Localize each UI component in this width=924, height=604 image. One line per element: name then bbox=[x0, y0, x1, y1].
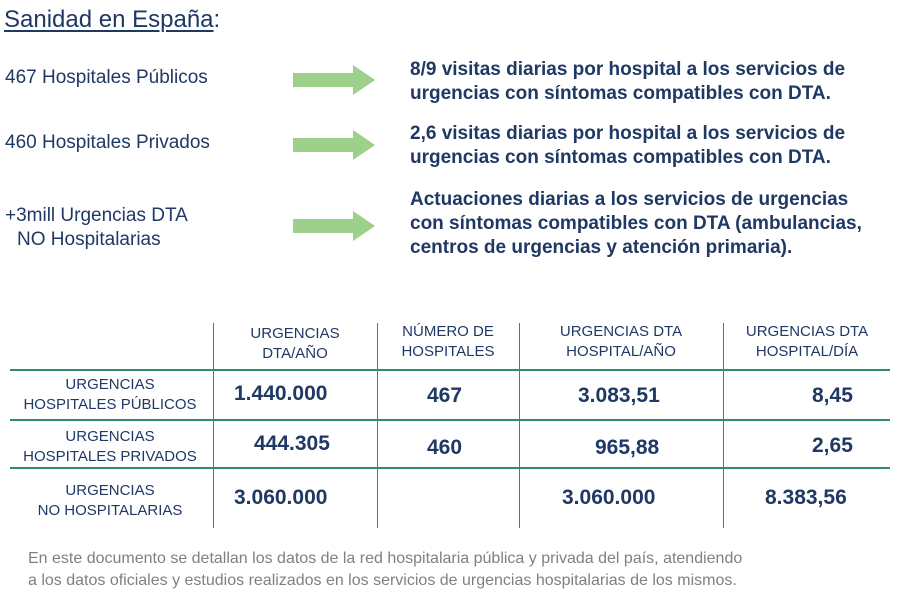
summary-left-public: 467 Hospitales Públicos bbox=[5, 67, 208, 88]
table-cell: 3.060.000 bbox=[234, 486, 328, 509]
arrow-right-icon bbox=[293, 65, 375, 95]
summary-right-nonhospital-line1: Actuaciones diarias a los servicios de u… bbox=[410, 189, 849, 210]
table-cell: 444.305 bbox=[254, 432, 330, 455]
table-cell: 460 bbox=[427, 436, 463, 459]
table-cell: 3.060.000 bbox=[562, 486, 656, 509]
table-cell: 467 bbox=[427, 384, 463, 407]
summary-left-nonhospital-line1: +3mill Urgencias DTA bbox=[5, 205, 188, 226]
table-cell: 8,45 bbox=[812, 384, 853, 407]
table-divider bbox=[723, 323, 724, 528]
summary-right-public-line1: 8/9 visitas diarias por hospital a los s… bbox=[410, 59, 846, 80]
table-header-hospitales: NÚMERO DE HOSPITALES bbox=[378, 322, 518, 362]
header-line: HOSPITAL/DÍA bbox=[755, 343, 859, 360]
summary-right-public-line2: urgencias con síntomas compatibles con D… bbox=[410, 83, 831, 104]
arrow-right-icon bbox=[293, 130, 375, 160]
row-label-line: URGENCIAS bbox=[65, 376, 155, 393]
table-cell: 8.383,56 bbox=[765, 486, 847, 509]
row-label-line: URGENCIAS bbox=[65, 482, 155, 499]
header-line: URGENCIAS DTA bbox=[559, 323, 683, 340]
summary-right-private-line2: urgencias con síntomas compatibles con D… bbox=[410, 147, 831, 168]
table-cell: 3.083,51 bbox=[578, 384, 660, 407]
table-divider bbox=[213, 323, 214, 528]
table-divider bbox=[377, 323, 378, 528]
row-label-line: URGENCIAS bbox=[65, 428, 155, 445]
header-line: DTA/AÑO bbox=[262, 345, 328, 362]
table-header-urgencias-ano: URGENCIAS DTA/AÑO bbox=[214, 324, 376, 364]
summary-right-nonhospital-line2: con síntomas compatibles con DTA (ambula… bbox=[410, 213, 862, 234]
table-divider bbox=[10, 467, 890, 469]
table-row-label: URGENCIAS NO HOSPITALARIAS bbox=[10, 481, 210, 521]
summary-right-nonhospital: Actuaciones diarias a los servicios de u… bbox=[410, 188, 920, 260]
footer-note: En este documento se detallan los datos … bbox=[28, 548, 908, 592]
header-line: URGENCIAS bbox=[250, 325, 340, 342]
summary-right-private: 2,6 visitas diarias por hospital a los s… bbox=[410, 122, 920, 170]
row-label-line: HOSPITALES PÚBLICOS bbox=[23, 396, 197, 413]
page-title-text: Sanidad en España bbox=[4, 6, 214, 33]
table-divider bbox=[519, 323, 520, 528]
header-line: NÚMERO DE bbox=[402, 323, 494, 340]
table-cell: 1.440.000 bbox=[234, 382, 328, 405]
summary-left-nonhospital: +3mill Urgencias DTA NO Hospitalarias bbox=[5, 204, 188, 252]
table-divider bbox=[10, 419, 890, 421]
summary-right-nonhospital-line3: centros de urgencias y atención primaria… bbox=[410, 237, 793, 258]
header-line: HOSPITAL/AÑO bbox=[566, 343, 676, 360]
footer-note-line2: a los datos oficiales y estudios realiza… bbox=[28, 572, 737, 589]
summary-left-nonhospital-line2: NO Hospitalarias bbox=[17, 229, 161, 250]
table-divider bbox=[10, 369, 890, 371]
summary-right-public: 8/9 visitas diarias por hospital a los s… bbox=[410, 58, 920, 106]
table-row-label: URGENCIAS HOSPITALES PRIVADOS bbox=[5, 427, 215, 467]
arrow-right-icon bbox=[293, 211, 375, 241]
table-row-label: URGENCIAS HOSPITALES PÚBLICOS bbox=[10, 375, 210, 415]
footer-note-line1: En este documento se detallan los datos … bbox=[28, 550, 743, 567]
header-line: HOSPITALES bbox=[401, 343, 495, 360]
header-line: URGENCIAS DTA bbox=[745, 323, 869, 340]
table-cell: 965,88 bbox=[595, 436, 660, 459]
table-header-hospital-ano: URGENCIAS DTA HOSPITAL/AÑO bbox=[520, 322, 722, 362]
table-header-hospital-dia: URGENCIAS DTA HOSPITAL/DÍA bbox=[724, 322, 890, 362]
row-label-line: HOSPITALES PRIVADOS bbox=[23, 448, 197, 465]
page-title: Sanidad en España: bbox=[4, 6, 220, 34]
table-cell: 2,65 bbox=[812, 434, 853, 457]
page-title-colon: : bbox=[213, 6, 221, 33]
summary-right-private-line1: 2,6 visitas diarias por hospital a los s… bbox=[410, 123, 846, 144]
row-label-line: NO HOSPITALARIAS bbox=[37, 502, 183, 519]
summary-left-private: 460 Hospitales Privados bbox=[5, 132, 210, 153]
